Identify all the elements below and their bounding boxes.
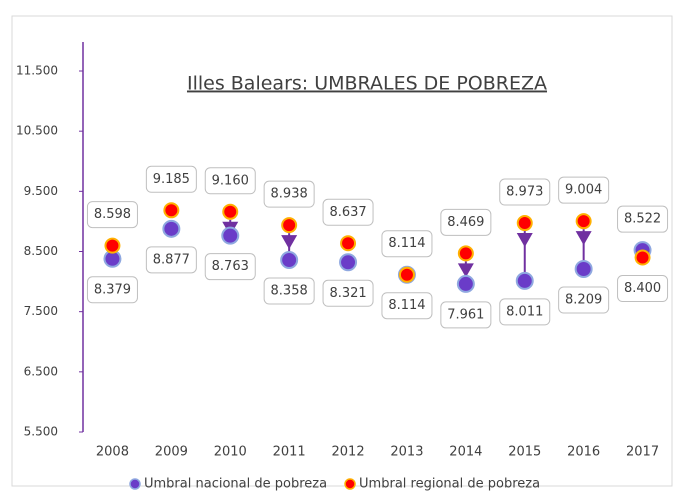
label-box bbox=[617, 275, 669, 303]
data-label: 8.469 bbox=[447, 215, 484, 230]
label-box bbox=[263, 180, 315, 208]
data-label: 8.637 bbox=[329, 205, 366, 220]
regional-dot bbox=[222, 203, 239, 220]
y-tick-label: 9.500 bbox=[24, 184, 58, 198]
x-tick-label: 2016 bbox=[567, 445, 600, 460]
label-box bbox=[558, 176, 610, 204]
regional-dot bbox=[516, 215, 533, 232]
label-box bbox=[204, 167, 256, 195]
legend-label: Umbral regional de pobreza bbox=[359, 477, 540, 492]
label-box bbox=[558, 286, 610, 314]
legend-swatch bbox=[344, 478, 356, 490]
x-tick-label: 2009 bbox=[155, 445, 188, 460]
label-box bbox=[145, 165, 197, 193]
national-dot bbox=[339, 253, 358, 272]
data-label: 8.321 bbox=[329, 286, 366, 301]
national-dot bbox=[456, 274, 475, 293]
regional-dot bbox=[281, 217, 298, 234]
label-box bbox=[440, 301, 492, 329]
label-box bbox=[322, 279, 374, 307]
data-label: 8.011 bbox=[506, 304, 543, 319]
regional-dot bbox=[104, 237, 121, 254]
label-box bbox=[322, 198, 374, 226]
data-label: 8.209 bbox=[565, 293, 602, 308]
regional-dot bbox=[457, 245, 474, 262]
x-tick-label: 2017 bbox=[626, 445, 659, 460]
data-label: 8.379 bbox=[94, 282, 131, 297]
arrow-head bbox=[457, 263, 474, 278]
national-dot bbox=[162, 219, 181, 238]
data-label: 8.598 bbox=[94, 207, 131, 222]
y-tick-label: 8.500 bbox=[24, 244, 58, 258]
regional-dot bbox=[398, 266, 415, 283]
label-box bbox=[86, 201, 138, 229]
legend-label: Umbral nacional de pobreza bbox=[144, 477, 327, 492]
label-box bbox=[145, 246, 197, 274]
data-label: 9.004 bbox=[565, 183, 602, 198]
regional-dot bbox=[634, 249, 651, 266]
data-label: 8.522 bbox=[624, 212, 661, 227]
data-label: 7.961 bbox=[447, 307, 484, 322]
y-tick-label: 11.500 bbox=[16, 64, 58, 78]
data-label: 8.114 bbox=[388, 236, 425, 251]
y-tick-label: 6.500 bbox=[24, 364, 58, 378]
arrow-head bbox=[575, 231, 592, 246]
data-label: 8.973 bbox=[506, 185, 543, 200]
regional-dot bbox=[340, 235, 357, 252]
data-label: 8.938 bbox=[271, 187, 308, 202]
data-label: 8.400 bbox=[624, 281, 661, 296]
data-label: 8.877 bbox=[153, 252, 190, 267]
y-tick-label: 5.500 bbox=[24, 425, 58, 439]
label-box bbox=[263, 277, 315, 305]
data-label: 8.114 bbox=[388, 298, 425, 313]
x-tick-label: 2014 bbox=[449, 445, 482, 460]
x-tick-label: 2011 bbox=[273, 445, 306, 460]
label-box bbox=[204, 253, 256, 281]
y-tick-label: 10.500 bbox=[16, 124, 58, 138]
national-dot bbox=[221, 226, 240, 245]
chart-title: Illes Balears: UMBRALES DE POBREZA bbox=[187, 73, 547, 95]
x-tick-label: 2008 bbox=[96, 445, 129, 460]
data-label: 8.763 bbox=[212, 259, 249, 274]
data-label: 9.185 bbox=[153, 172, 190, 187]
label-box bbox=[86, 276, 138, 304]
x-tick-label: 2015 bbox=[508, 445, 541, 460]
x-tick-label: 2013 bbox=[390, 445, 423, 460]
label-box bbox=[381, 292, 433, 320]
chart-frame bbox=[11, 15, 673, 487]
national-dot bbox=[574, 260, 593, 279]
label-box bbox=[440, 208, 492, 236]
label-box bbox=[499, 178, 551, 206]
x-tick-label: 2010 bbox=[214, 445, 247, 460]
label-box bbox=[381, 230, 433, 258]
arrow-head bbox=[516, 233, 533, 248]
legend-swatch bbox=[129, 478, 141, 490]
arrow-head bbox=[281, 235, 298, 250]
data-label: 8.358 bbox=[271, 284, 308, 299]
y-tick-label: 7.500 bbox=[24, 304, 58, 318]
x-tick-label: 2012 bbox=[332, 445, 365, 460]
national-dot bbox=[515, 271, 534, 290]
label-box bbox=[499, 298, 551, 326]
regional-dot bbox=[575, 213, 592, 230]
label-box bbox=[617, 205, 669, 233]
data-label: 9.160 bbox=[212, 173, 249, 188]
regional-dot bbox=[163, 202, 180, 219]
national-dot bbox=[280, 251, 299, 270]
